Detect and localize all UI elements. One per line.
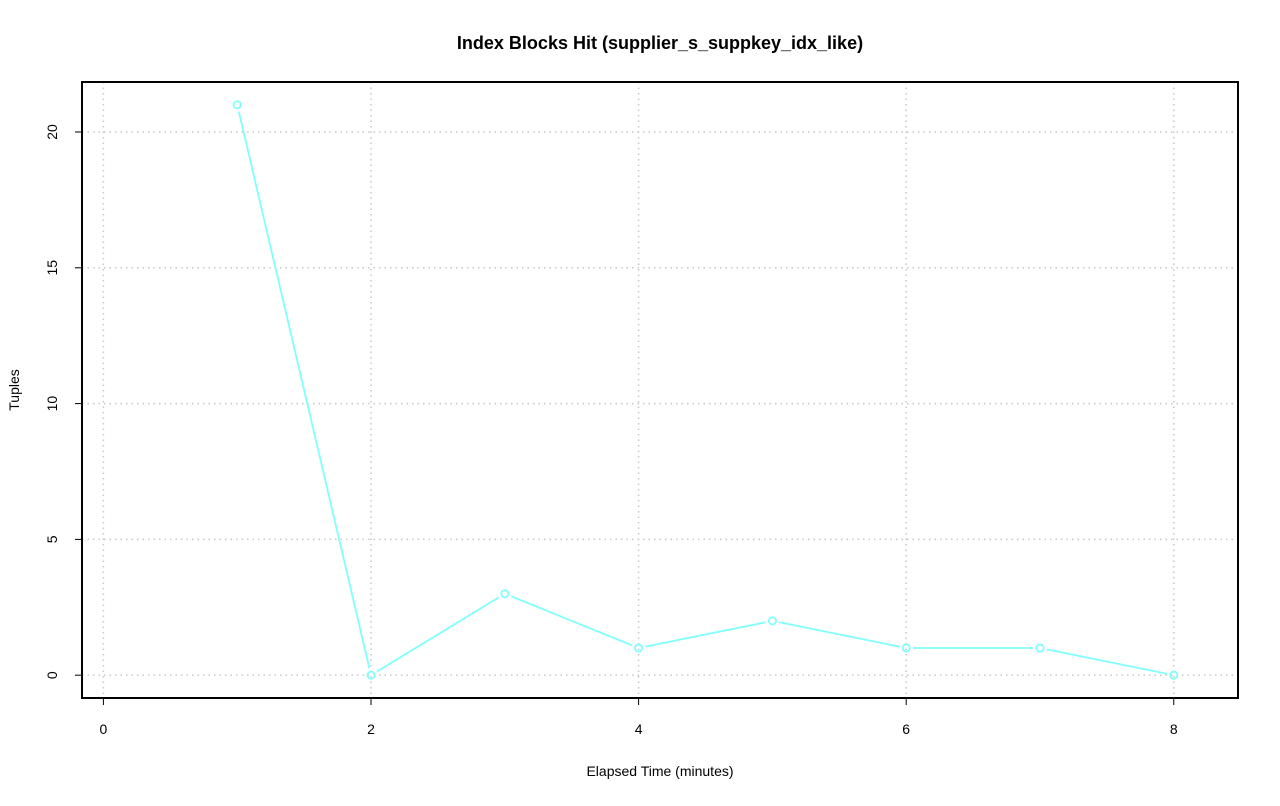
series-line-segment — [237, 111, 371, 669]
y-tick-label: 5 — [44, 535, 60, 543]
x-tick-label: 4 — [635, 721, 643, 737]
data-point — [901, 643, 911, 653]
y-tick-label: 0 — [44, 671, 60, 679]
grid — [82, 82, 1238, 698]
series-line-segment — [645, 621, 766, 648]
data-point — [634, 643, 644, 653]
data-point — [1169, 670, 1179, 680]
series — [232, 100, 1179, 680]
axes: 0 2 4 6 8 0 5 10 15 20 — [44, 124, 1178, 737]
data-point — [232, 100, 242, 110]
y-axis-label: Tuples — [6, 369, 22, 411]
y-tick-label: 10 — [44, 396, 60, 412]
x-tick-label: 0 — [100, 721, 108, 737]
y-tick-label: 15 — [44, 260, 60, 276]
x-axis-label: Elapsed Time (minutes) — [586, 763, 733, 779]
data-point — [366, 670, 376, 680]
x-tick-label: 2 — [367, 721, 375, 737]
y-tick-label: 20 — [44, 124, 60, 140]
series-line-segment — [376, 596, 500, 673]
x-tick-label: 8 — [1170, 721, 1178, 737]
chart-title: Index Blocks Hit (supplier_s_suppkey_idx… — [457, 33, 863, 53]
data-point — [500, 589, 510, 599]
plot-frame — [81, 81, 1239, 699]
series-line-segment — [510, 595, 633, 647]
series-line-segment — [1046, 648, 1168, 675]
data-point — [767, 616, 777, 626]
x-tick-label: 6 — [902, 721, 910, 737]
data-point — [1035, 643, 1045, 653]
series-line-segment — [779, 621, 900, 648]
